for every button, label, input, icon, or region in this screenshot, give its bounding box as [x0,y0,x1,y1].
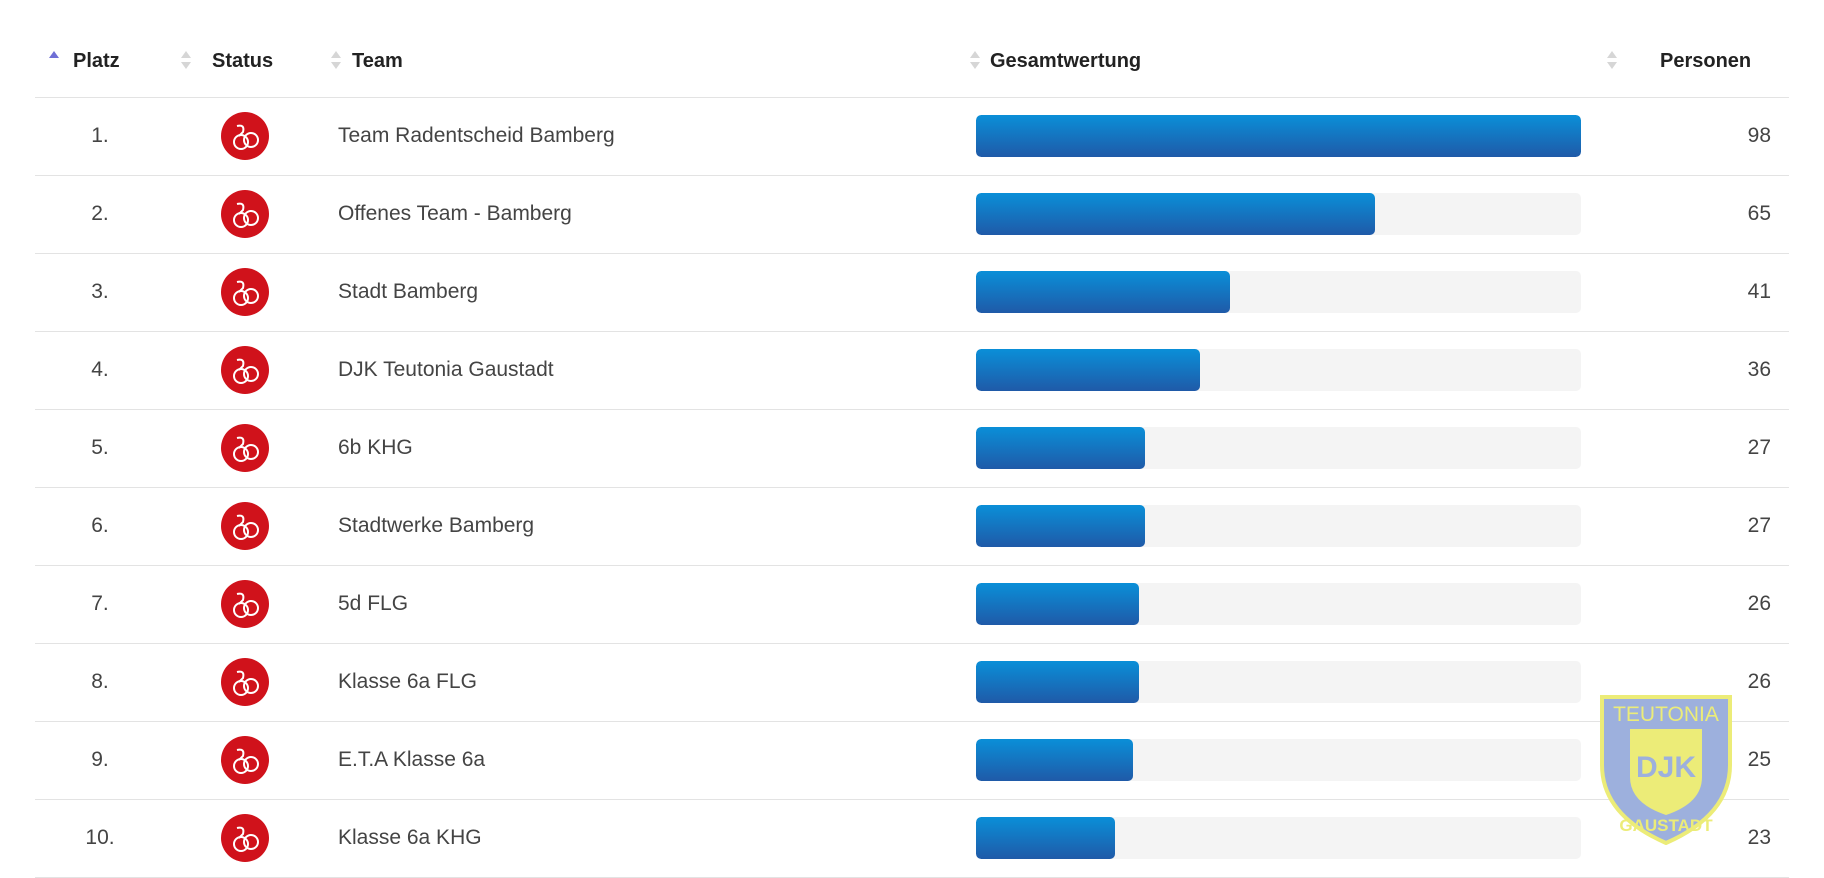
score-bar [976,349,1581,391]
score-bar [976,193,1581,235]
persons-count: 41 [1747,280,1771,303]
score-bar-fill [976,271,1231,313]
column-header-status[interactable]: Status [212,50,274,72]
score-bar-fill [976,505,1146,547]
score-bar [976,271,1581,313]
score-bar-fill [976,427,1146,469]
rank: 8. [91,670,109,693]
rank: 5. [91,436,109,459]
rank: 9. [91,748,109,771]
sort-icon[interactable] [970,49,980,73]
persons-count: 65 [1747,202,1771,225]
svg-text:TEUTONIA: TEUTONIA [1613,703,1719,726]
column-header-team[interactable]: Team [352,50,403,72]
team-name[interactable]: Offenes Team - Bamberg [338,202,572,225]
team-name[interactable]: 6b KHG [338,436,413,459]
rank: 4. [91,358,109,381]
score-bar [976,427,1581,469]
rank: 6. [91,514,109,537]
persons-count: 27 [1747,436,1771,459]
team-name[interactable]: Stadtwerke Bamberg [338,514,535,537]
bicycle-icon [221,814,269,862]
svg-text:GAUSTADT: GAUSTADT [1619,816,1713,835]
rank: 1. [91,124,109,147]
rank: 3. [91,280,109,303]
team-name[interactable]: Klasse 6a KHG [338,826,482,849]
bicycle-icon [221,346,269,394]
persons-count: 27 [1747,514,1771,537]
persons-count: 98 [1747,124,1771,147]
persons-count: 25 [1747,748,1771,771]
score-bar [976,583,1581,625]
svg-text:DJK: DJK [1636,751,1696,784]
bicycle-icon [221,736,269,784]
sort-icon[interactable] [331,49,341,73]
score-bar [976,115,1581,157]
score-bar [976,817,1581,859]
table-row: 9. E.T.A Klasse 6a 25 [35,721,1789,800]
score-bar-fill [976,661,1140,703]
rank: 10. [85,826,115,849]
team-name[interactable]: Klasse 6a FLG [338,670,477,693]
table-row: 6. Stadtwerke Bamberg 27 [35,487,1789,566]
sort-asc-icon[interactable] [49,49,59,73]
teutonia-logo: TEUTONIA DJK GAUSTADT [1600,695,1732,845]
table-row: 4. DJK Teutonia Gaustadt 36 [35,331,1789,410]
column-header-gesamtwertung[interactable]: Gesamtwertung [990,50,1142,72]
table-row: 5. 6b KHG 27 [35,409,1789,488]
bicycle-icon [221,502,269,550]
table-header: Platz Status Team Gesamtwertung Personen [35,0,1789,98]
team-name[interactable]: Stadt Bamberg [338,280,479,303]
bicycle-icon [221,112,269,160]
persons-count: 23 [1747,826,1771,849]
persons-count: 26 [1747,592,1771,615]
score-bar-fill [976,739,1134,781]
bicycle-icon [221,658,269,706]
table-row: 10. Klasse 6a KHG 23 [35,799,1789,878]
rank: 7. [91,592,109,615]
team-name[interactable]: E.T.A Klasse 6a [338,748,486,771]
column-header-platz[interactable]: Platz [73,50,120,72]
score-bar [976,661,1581,703]
bicycle-icon [221,580,269,628]
team-name[interactable]: DJK Teutonia Gaustadt [338,358,554,381]
score-bar-fill [976,583,1140,625]
rank: 2. [91,202,109,225]
score-bar-fill [976,817,1116,859]
table-row: 2. Offenes Team - Bamberg 65 [35,175,1789,254]
sort-icon[interactable] [1607,49,1617,73]
table-row: 1. Team Radentscheid Bamberg 98 [35,97,1789,176]
bicycle-icon [221,190,269,238]
score-bar-fill [976,193,1376,235]
score-bar-fill [976,349,1200,391]
persons-count: 26 [1747,670,1771,693]
team-name[interactable]: Team Radentscheid Bamberg [338,124,615,147]
column-header-personen[interactable]: Personen [1660,50,1752,72]
bicycle-icon [221,424,269,472]
table-row: 3. Stadt Bamberg 41 [35,253,1789,332]
score-bar [976,739,1581,781]
team-name[interactable]: 5d FLG [338,592,409,615]
table-row: 7. 5d FLG 26 [35,565,1789,644]
table-row: 8. Klasse 6a FLG 26 [35,643,1789,722]
sort-icon[interactable] [181,49,191,73]
score-bar-fill [976,115,1581,157]
persons-count: 36 [1747,358,1771,381]
score-bar [976,505,1581,547]
bicycle-icon [221,268,269,316]
